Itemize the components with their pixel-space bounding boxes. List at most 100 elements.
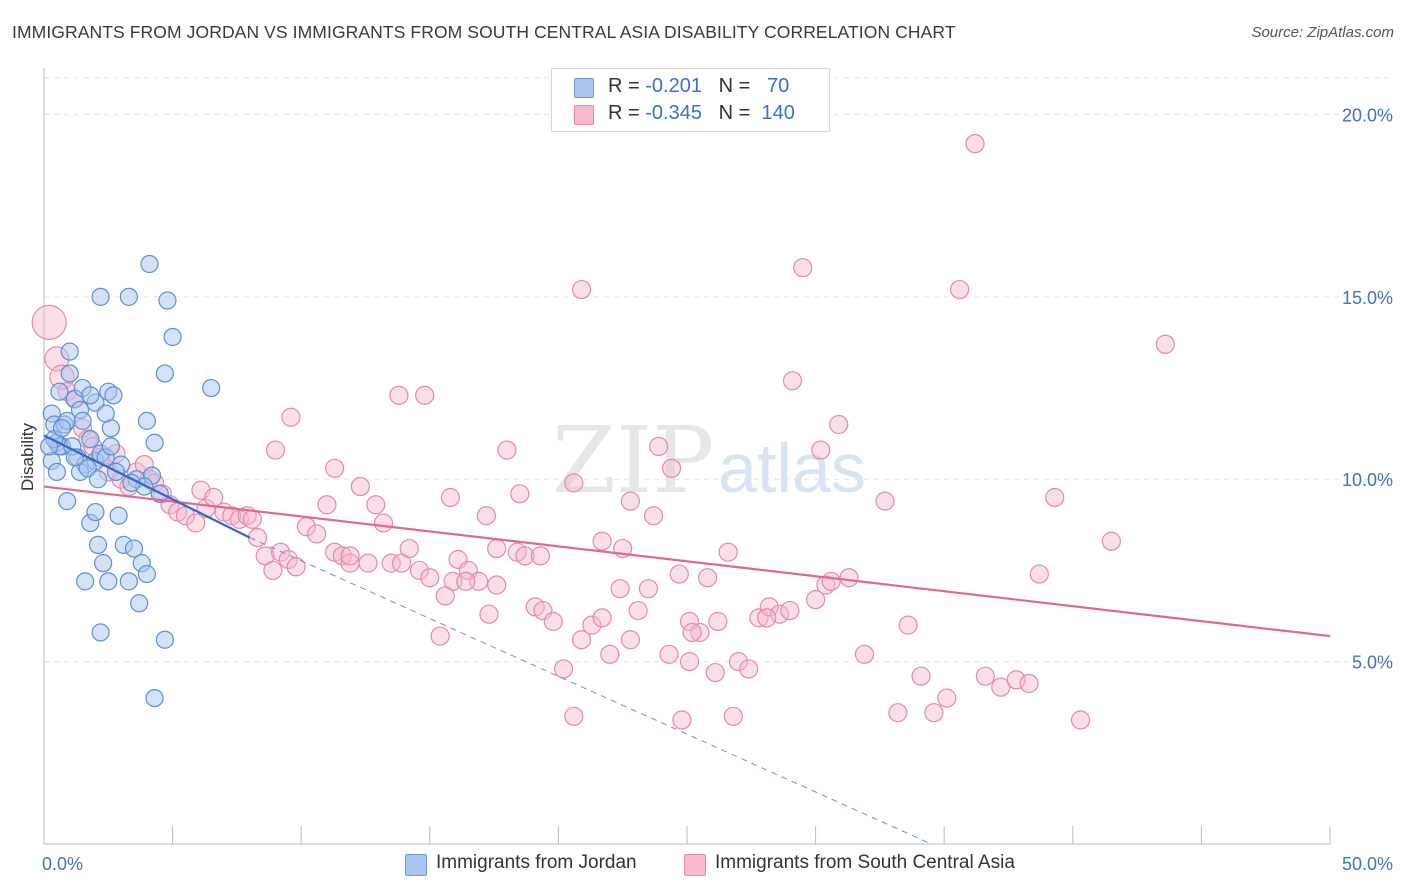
data-point-south-central-asia: [553, 659, 574, 679]
data-point-south-central-asia: [307, 524, 327, 544]
data-point-south-central-asia: [708, 611, 728, 632]
data-point-south-central-asia: [805, 590, 826, 610]
data-point-south-central-asia: [271, 542, 291, 562]
data-point-jordan: [86, 502, 105, 522]
series-legend-label-jordan: Immigrants from Jordan: [436, 852, 637, 873]
data-point-south-central-asia: [487, 575, 507, 595]
watermark-zip: ZIP: [552, 407, 714, 514]
legend-r-label: R =: [608, 75, 640, 97]
data-point-jordan: [130, 594, 149, 613]
data-point-south-central-asia: [186, 513, 206, 533]
data-point-south-central-asia: [592, 531, 612, 551]
data-point-south-central-asia: [263, 560, 283, 581]
data-point-south-central-asia: [600, 644, 620, 664]
data-point-south-central-asia: [281, 407, 301, 427]
data-point-south-central-asia: [389, 385, 409, 405]
data-point-south-central-asia: [690, 622, 710, 643]
data-point-south-central-asia: [265, 440, 286, 460]
data-point-jordan: [137, 411, 156, 430]
data-point-jordan: [81, 386, 100, 405]
data-point-south-central-asia: [816, 575, 836, 595]
data-point-south-central-asia: [649, 436, 669, 457]
data-point-jordan: [202, 378, 221, 398]
data-point-south-central-asia: [530, 546, 550, 566]
data-point-south-central-asia: [278, 549, 298, 570]
data-point-south-central-asia: [991, 677, 1011, 697]
data-point-south-central-asia: [564, 473, 584, 493]
data-point-south-central-asia: [682, 622, 702, 643]
data-point-south-central-asia: [487, 538, 507, 559]
series-legend: Immigrants from Jordan Immigrants from S…: [0, 852, 1406, 878]
data-point-jordan: [88, 535, 108, 554]
data-point-south-central-asia: [888, 703, 908, 723]
data-point-south-central-asia: [435, 586, 455, 606]
axes: [43, 68, 1331, 845]
legend-n-value-south-central-asia: 140: [761, 102, 795, 124]
data-point-south-central-asia: [669, 564, 689, 584]
data-point-south-central-asia: [620, 491, 641, 511]
data-point-south-central-asia: [340, 546, 360, 566]
series-legend-swatch-jordan: [405, 854, 427, 876]
data-point-jordan: [76, 572, 95, 591]
data-point-south-central-asia: [937, 688, 957, 708]
data-point-south-central-asia: [723, 706, 743, 726]
legend-r-value-south-central-asia: -0.345: [645, 102, 702, 124]
x-tick-label: 50.0%: [1342, 854, 1393, 874]
series-legend-label-south-central-asia: Immigrants from South Central Asia: [715, 852, 1015, 873]
data-point-south-central-asia: [728, 652, 749, 672]
data-point-jordan: [52, 419, 72, 438]
data-point-jordan: [91, 623, 110, 642]
series-legend-swatch-south-central-asia: [684, 854, 706, 876]
data-point-jordan: [119, 287, 138, 306]
data-point-south-central-asia: [399, 538, 419, 559]
legend-n-label: N =: [718, 75, 751, 97]
data-point-south-central-asia: [350, 476, 370, 497]
data-point-south-central-asia: [911, 666, 931, 686]
data-point-south-central-asia: [1029, 564, 1049, 584]
data-point-south-central-asia: [332, 546, 352, 566]
y-axis-title: Disability: [18, 422, 37, 491]
data-point-south-central-asia: [780, 600, 800, 621]
data-point-jordan: [155, 630, 174, 649]
data-point-south-central-asia: [679, 652, 700, 672]
data-point-jordan: [81, 430, 100, 449]
data-point-south-central-asia: [672, 710, 692, 730]
data-point-jordan: [99, 572, 118, 591]
data-point-south-central-asia: [1045, 487, 1065, 508]
data-point-south-central-asia: [31, 304, 67, 340]
data-point-jordan: [119, 572, 138, 591]
data-point-south-central-asia: [718, 542, 738, 562]
data-point-south-central-asia: [373, 513, 394, 533]
data-point-south-central-asia: [638, 579, 659, 599]
data-point-jordan: [163, 327, 182, 347]
data-point-jordan: [47, 462, 66, 482]
data-point-south-central-asia: [358, 553, 378, 573]
data-point-south-central-asia: [430, 626, 450, 646]
legend-swatch-south-central-asia: [574, 105, 594, 125]
data-point-south-central-asia: [757, 608, 777, 628]
data-point-south-central-asia: [381, 553, 401, 573]
data-point-south-central-asia: [821, 571, 841, 591]
data-point-jordan: [94, 554, 113, 573]
data-point-south-central-asia: [440, 487, 460, 508]
data-point-south-central-asia: [366, 495, 386, 515]
y-tick-label: 20.0%: [1342, 105, 1393, 125]
data-point-south-central-asia: [543, 611, 563, 632]
correlation-legend: R = -0.201 N = 70 R = -0.345 N = 140: [551, 68, 830, 132]
data-point-south-central-asia: [769, 604, 790, 624]
data-point-south-central-asia: [1019, 673, 1039, 694]
data-point-south-central-asia: [420, 568, 440, 588]
data-point-south-central-asia: [564, 706, 584, 726]
data-point-south-central-asia: [610, 579, 630, 599]
x-tick-labels: 0.0% 50.0%: [42, 854, 1393, 874]
legend-n-label: N =: [718, 102, 751, 124]
data-point-jordan: [96, 404, 115, 423]
data-point-south-central-asia: [620, 630, 641, 650]
data-point-jordan: [60, 364, 79, 383]
data-point-south-central-asia: [317, 495, 337, 515]
data-point-south-central-asia: [829, 414, 849, 435]
trend-lines: [43, 434, 1331, 845]
data-point-south-central-asia: [1101, 531, 1121, 551]
data-point-south-central-asia: [415, 385, 435, 405]
